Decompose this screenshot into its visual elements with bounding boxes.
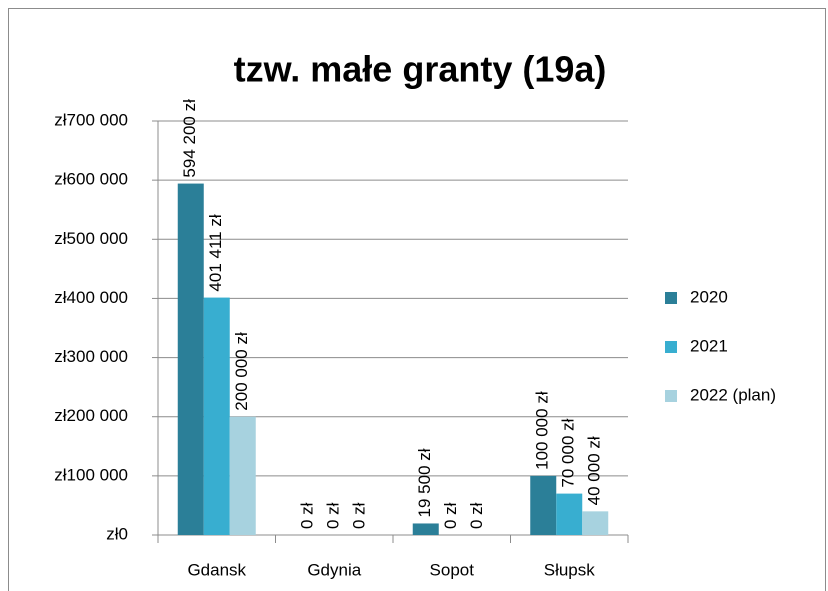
data-label: 200 000 zł [232,332,251,411]
data-label: 0 zł [441,502,460,529]
y-tick-label: zł500 000 [54,229,128,248]
data-label: 0 zł [324,502,343,529]
x-tick-label: Gdansk [187,560,246,579]
legend-swatch [665,390,677,402]
y-tick-label: zł0 [106,524,128,543]
data-label: 0 zł [350,502,369,529]
data-label: 100 000 zł [533,391,552,470]
y-tick-label: zł600 000 [54,170,128,189]
bar [203,297,230,535]
legend-swatch [665,292,677,304]
data-label: 0 zł [298,502,317,529]
bar [412,523,439,535]
y-tick-label: zł300 000 [54,347,128,366]
legend-label: 2022 (plan) [690,385,776,404]
data-label: 19 500 zł [415,448,434,517]
data-label: 401 411 zł [206,214,225,291]
legend-swatch [665,341,677,353]
legend-label: 2020 [690,287,728,306]
chart-title: tzw. małe granty (19a) [234,49,607,90]
data-label: 40 000 zł [585,436,604,505]
y-tick-label: zł400 000 [54,288,128,307]
y-tick-label: zł200 000 [54,406,128,425]
bar [177,183,204,536]
x-tick-label: Gdynia [307,560,361,579]
data-label: 0 zł [467,502,486,529]
bar [229,416,256,535]
x-tick-label: Sopot [430,560,475,579]
x-tick-label: Słupsk [544,560,596,579]
chart-frame [8,8,826,591]
data-label: 594 200 zł [180,99,199,178]
bar [582,511,609,535]
bar [556,493,583,535]
y-tick-label: zł100 000 [54,465,128,484]
legend-label: 2021 [690,336,728,355]
y-tick-label: zł700 000 [54,110,128,129]
bar [530,475,557,535]
data-label: 70 000 zł [559,418,578,487]
